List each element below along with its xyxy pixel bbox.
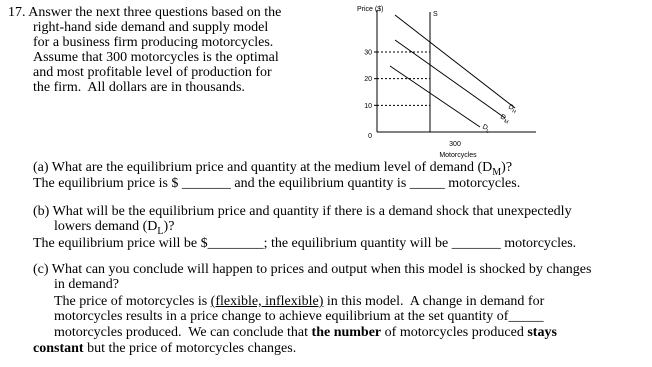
y-tick-label: 30 xyxy=(364,50,372,57)
text-run: right-hand side demand and supply model xyxy=(33,20,269,35)
text-run: but the price of motorcycles changes. xyxy=(83,341,297,356)
text-run: in demand? xyxy=(54,277,119,292)
y-tick-label: 0 xyxy=(368,133,372,140)
label-main: D xyxy=(499,113,507,121)
text-run: The price of motorcycles is xyxy=(54,294,211,309)
text-run: constant xyxy=(33,341,84,356)
text-line: constant but the price of motorcycles ch… xyxy=(33,341,296,356)
text-run: the number xyxy=(311,325,382,340)
text-run: motorcycles produced. We can conclude th… xyxy=(54,325,312,340)
label-main: D xyxy=(507,103,515,111)
label-sub: H xyxy=(511,108,517,115)
text-line: Assume that 300 motorcycles is the optim… xyxy=(33,50,279,65)
text-run: The equilibrium price will be $________;… xyxy=(33,236,577,251)
text-run: of motorcycles produced xyxy=(381,325,528,340)
text-run: L xyxy=(157,225,164,237)
text-line: (c) What can you conclude will happen to… xyxy=(33,262,591,277)
text-line: (b) What will be the equilibrium price a… xyxy=(33,204,572,219)
supply-label: S xyxy=(433,11,438,18)
demand-label: DL xyxy=(480,123,491,135)
label-sub: L xyxy=(485,128,490,135)
text-run: (c) What can you conclude will happen to… xyxy=(33,262,592,277)
y-axis-label: Price ($) xyxy=(357,6,383,13)
text-run: (a) What are the equilibrium price and q… xyxy=(33,160,493,175)
text-line: The equilibrium price is $ _______ and t… xyxy=(33,176,520,191)
text-run: 17. Answer the next three questions base… xyxy=(8,5,282,20)
text-run: the firm. All dollars are in thousands. xyxy=(33,80,245,95)
demand-high xyxy=(394,14,516,109)
text-line: 17. Answer the next three questions base… xyxy=(8,5,281,20)
text-run: motorcycles results in a price change to… xyxy=(54,309,544,324)
text-line: the firm. All dollars are in thousands. xyxy=(33,80,245,95)
text-line: The price of motorcycles is (flexible, i… xyxy=(54,294,544,309)
demand-label: DH xyxy=(506,103,518,115)
demand-low xyxy=(389,65,481,128)
text-line: lowers demand (DL)? xyxy=(54,219,175,237)
demand-medium xyxy=(394,39,506,119)
demand-label: DM xyxy=(498,113,510,125)
text-line: (a) What are the equilibrium price and q… xyxy=(33,160,513,178)
label-main: D xyxy=(481,123,489,131)
text-line: for a business firm producing motorcycle… xyxy=(33,35,273,50)
text-run: )? xyxy=(163,219,175,234)
label-sub: M xyxy=(503,118,509,125)
text-run: Assume that 300 motorcycles is the optim… xyxy=(33,50,279,65)
text-line: and most profitable level of production … xyxy=(33,65,272,80)
text-run: M xyxy=(492,166,502,178)
text-run: )? xyxy=(501,160,513,175)
text-run: for a business firm producing motorcycle… xyxy=(33,35,274,50)
text-run: and most profitable level of production … xyxy=(33,65,272,80)
text-line: The equilibrium price will be $________;… xyxy=(33,236,576,251)
text-line: right-hand side demand and supply model xyxy=(33,20,268,35)
text-run: in this model. A change in demand for xyxy=(323,294,545,309)
text-run: The equilibrium price is $ _______ and t… xyxy=(33,176,521,191)
x-axis-label: Motorcycles xyxy=(439,152,477,159)
x-tick-label: 300 xyxy=(449,141,461,148)
text-run: stays xyxy=(527,325,557,340)
y-tick-label: 10 xyxy=(364,103,372,110)
y-tick-label: 20 xyxy=(364,76,372,83)
text-line: motorcycles results in a price change to… xyxy=(54,309,543,324)
text-run: lowers demand (D xyxy=(54,219,158,234)
text-run: (flexible, inflexible) xyxy=(210,294,324,309)
text-line: in demand? xyxy=(54,277,119,292)
text-run: (b) What will be the equilibrium price a… xyxy=(33,204,572,219)
text-line: motorcycles produced. We can conclude th… xyxy=(54,325,557,340)
